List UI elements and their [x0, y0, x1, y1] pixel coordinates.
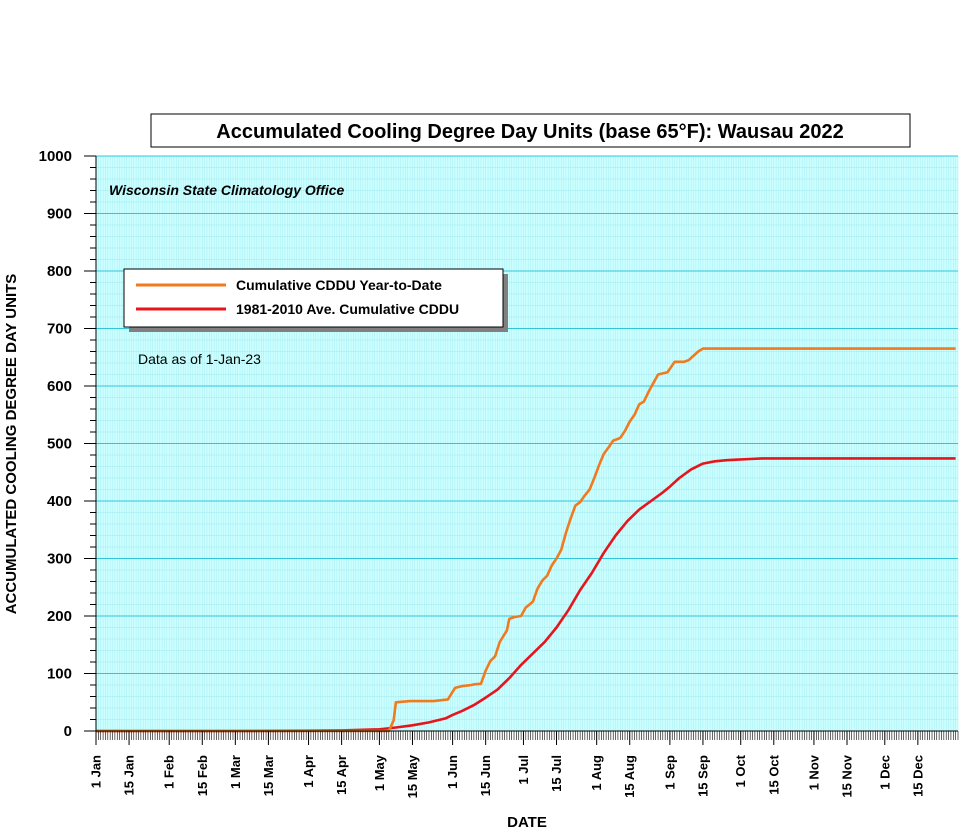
x-tick-label: 15 Mar	[261, 755, 276, 796]
x-tick-label: 1 Oct	[733, 754, 748, 787]
legend-box	[123, 268, 504, 328]
series-line-average	[96, 457, 956, 733]
x-axis-label: DATE	[507, 814, 547, 831]
x-tick-label: 15 Feb	[195, 755, 210, 796]
x-tick-label: 1 Mar	[228, 755, 243, 789]
series-line-ytd	[96, 347, 956, 733]
x-tick-label: 15 Jul	[549, 755, 564, 792]
y-tick-label: 0	[64, 723, 72, 740]
legend-label-average: 1981-2010 Ave. Cumulative CDDU	[236, 301, 459, 317]
x-tick-label: 1 Nov	[806, 754, 821, 790]
x-tick-label: 1 Sep	[662, 755, 677, 790]
x-tick-label: 1 May	[372, 754, 387, 791]
y-tick-label: 800	[47, 263, 72, 280]
x-tick-label: 15 Apr	[334, 755, 349, 795]
legend-label-ytd: Cumulative CDDU Year-to-Date	[236, 277, 442, 293]
y-tick-label: 200	[47, 608, 72, 625]
y-axis-label: ACCUMULATED COOLING DEGREE DAY UNITS	[3, 274, 20, 615]
x-tick-label: 1 Jan	[89, 755, 104, 788]
x-tick-label: 1 Dec	[877, 755, 892, 790]
y-tick-label: 700	[47, 321, 72, 338]
source-note: Wisconsin State Climatology Office	[109, 182, 345, 198]
x-tick-label: 15 Nov	[840, 754, 855, 797]
x-tick-label: 15 Jan	[122, 755, 137, 796]
y-tick-label: 500	[47, 436, 72, 453]
x-tick-label: 1 Feb	[162, 755, 177, 789]
x-tick-label: 15 Aug	[622, 755, 637, 798]
title-box	[150, 113, 911, 148]
x-tick-label: 15 Oct	[766, 754, 781, 794]
y-tick-label: 1000	[39, 148, 72, 165]
x-tick-label: 1 Aug	[589, 755, 604, 791]
y-tick-label: 400	[47, 493, 72, 510]
y-ticks: 0 100 200 300 400 500 600 700 800 900 1000	[39, 148, 96, 740]
y-tick-label: 300	[47, 551, 72, 568]
x-ticks: 1 Jan 15 Jan 1 Feb 15 Feb 1 Mar 15 Mar 1 Apr 15…	[89, 731, 959, 798]
legend: Cumulative CDDU Year-to-Date 1981-2010 A…	[123, 268, 508, 332]
x-tick-label: 15 Sep	[695, 755, 710, 797]
x-tick-label: 1 Jul	[516, 755, 531, 785]
as-of-note: Data as of 1-Jan-23	[138, 351, 261, 367]
series-layer	[96, 347, 956, 733]
x-tick-label: 15 Dec	[910, 755, 925, 797]
y-tick-label: 900	[47, 206, 72, 223]
y-tick-label: 100	[47, 666, 72, 683]
x-tick-label: 1 Jun	[445, 755, 460, 789]
x-tick-label: 15 Jun	[478, 755, 493, 796]
chart-title: Accumulated Cooling Degree Day Units (ba…	[216, 121, 843, 143]
y-tick-label: 600	[47, 378, 72, 395]
x-tick-label: 1 Apr	[301, 755, 316, 788]
x-tick-label: 15 May	[405, 754, 420, 798]
